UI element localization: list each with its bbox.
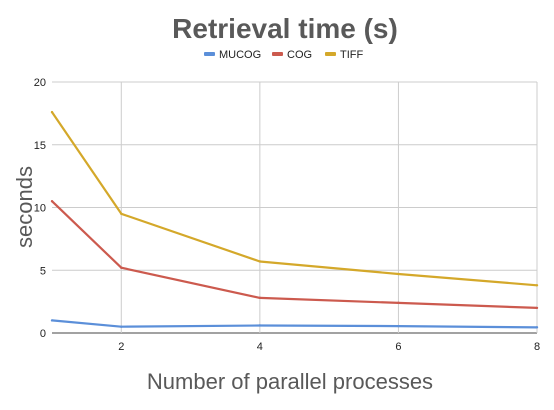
x-tick-label: 4 [257, 341, 263, 353]
legend-item-cog: COG [272, 49, 312, 61]
y-tick-label: 10 [34, 203, 46, 215]
legend-item-mucog: MUCOG [204, 49, 261, 61]
legend-item-tiff: TIFF [325, 49, 363, 61]
legend: MUCOG COG TIFF [204, 49, 363, 61]
y-tick-label: 0 [40, 328, 46, 340]
data-point-tiff [397, 272, 400, 276]
y-tick-label: 15 [34, 140, 46, 152]
data-point-cog [120, 266, 123, 269]
series-line-cog [51, 200, 538, 309]
data-point-mucog [397, 324, 400, 328]
data-point-tiff [50, 110, 54, 114]
x-tick-label: 8 [534, 341, 540, 353]
x-axis-title: Number of parallel processes [147, 369, 433, 394]
series-line-tiff [51, 111, 538, 287]
legend-label: COG [287, 49, 312, 61]
legend-label: MUCOG [219, 49, 261, 61]
data-point-mucog [120, 325, 123, 328]
chart-title: Retrieval time (s) [172, 13, 398, 44]
y-tick-label: 5 [40, 265, 46, 277]
x-tick-label: 6 [395, 341, 401, 353]
data-point-cog [397, 301, 400, 305]
series-group [50, 110, 539, 329]
data-point-tiff [258, 260, 262, 263]
series-line-mucog [51, 319, 538, 329]
y-tick-label: 20 [34, 77, 46, 89]
data-point-tiff [120, 212, 123, 215]
data-point-mucog [50, 319, 54, 322]
axes: 0 5 10 15 20 2 4 6 8 [34, 77, 540, 353]
data-point-cog [535, 306, 539, 310]
legend-swatch [272, 52, 283, 56]
legend-label: TIFF [340, 49, 363, 61]
legend-swatch [325, 52, 336, 56]
data-point-mucog [535, 326, 539, 329]
y-axis-title: seconds [12, 166, 37, 248]
data-point-mucog [258, 324, 262, 327]
data-point-tiff [535, 284, 539, 287]
legend-swatch [204, 52, 215, 56]
x-tick-label: 2 [118, 341, 124, 353]
grid [52, 81, 538, 334]
data-point-cog [258, 296, 262, 300]
data-point-cog [50, 200, 54, 203]
